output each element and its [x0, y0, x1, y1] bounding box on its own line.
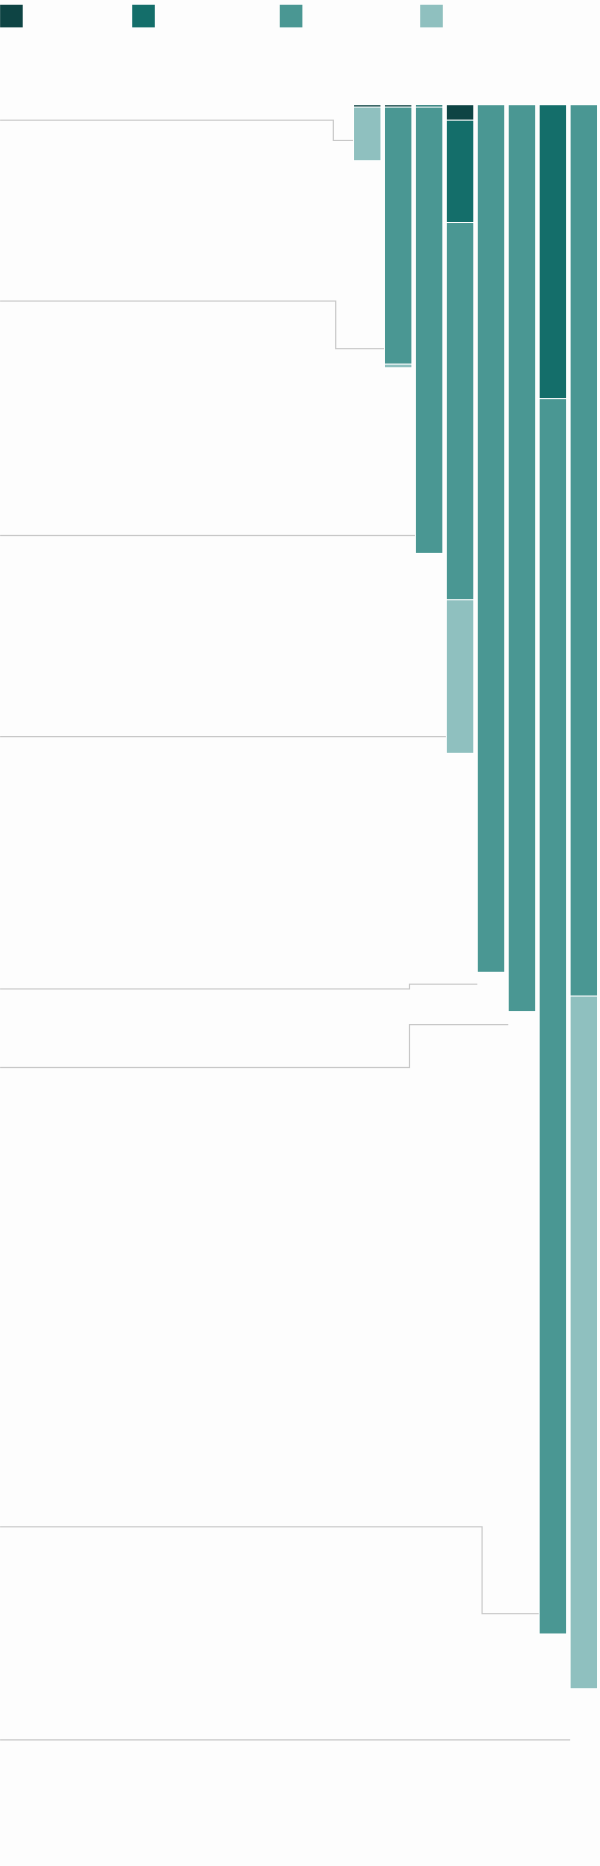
leader-lines — [0, 119, 571, 1741]
bar-segment — [569, 995, 598, 1690]
leader-line — [0, 119, 354, 142]
legend-swatch — [420, 4, 443, 28]
leader-line — [0, 983, 478, 990]
bar-segment — [384, 363, 413, 369]
bar-segment — [445, 104, 475, 121]
bar-segment — [445, 222, 475, 601]
bar-segment — [445, 119, 475, 224]
leader-line — [0, 1526, 540, 1615]
leader-line — [0, 1024, 509, 1069]
legend-swatch — [0, 4, 23, 28]
bar-segment — [538, 104, 568, 400]
bar-segment — [476, 104, 506, 973]
bar-segment — [384, 106, 413, 365]
bar-segment — [414, 106, 444, 554]
leader-line — [0, 300, 385, 350]
legend-swatch — [279, 4, 303, 28]
bar-segment — [353, 106, 382, 162]
bar-segment — [507, 104, 537, 1013]
bar-segment — [445, 599, 475, 754]
bar-segment — [569, 104, 598, 997]
legend-swatch — [132, 4, 155, 28]
bar-segment — [538, 398, 568, 1635]
